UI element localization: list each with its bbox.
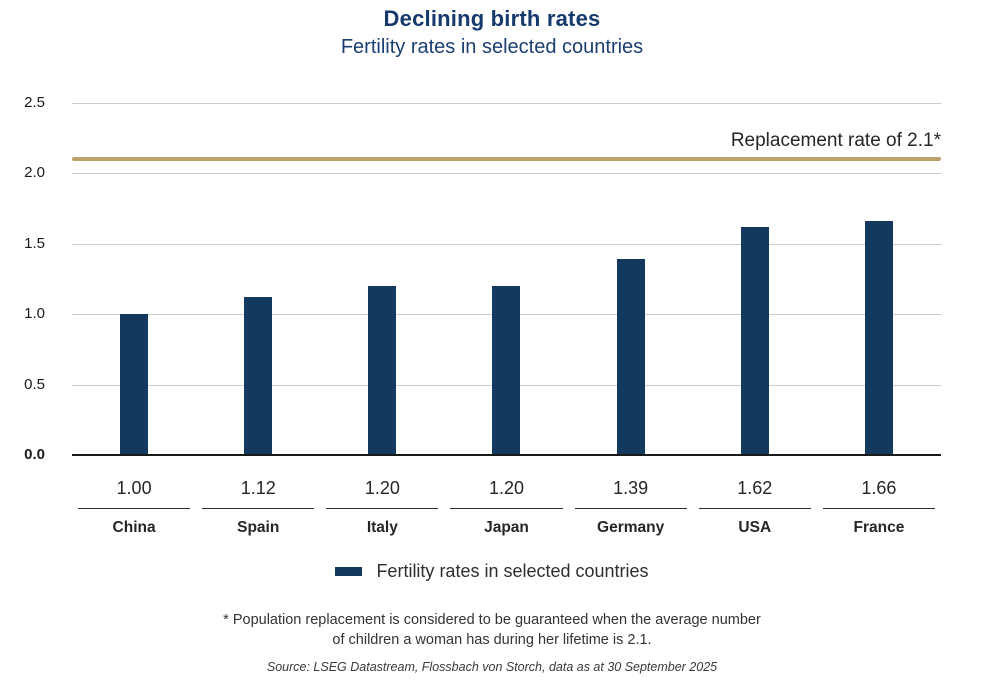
y-axis-tick-0.0: 0.0 (24, 446, 45, 463)
bar-column-japan (444, 103, 568, 455)
value-underline (450, 508, 563, 509)
gridline-2.5 (72, 103, 941, 104)
value-underline (698, 508, 811, 509)
data-cell-italy: 1.20 Italy (320, 468, 444, 537)
chart-subtitle: Fertility rates in selected countries (340, 36, 644, 58)
value-label: 1.66 (861, 478, 897, 498)
data-cell-china: 1.00 China (72, 468, 196, 537)
category-label: Italy (366, 519, 398, 536)
gridline-1.5 (72, 243, 941, 245)
value-underline (574, 508, 687, 509)
value-label: 1.39 (613, 478, 649, 498)
bar-column-china (72, 103, 196, 455)
bar-italy (368, 286, 397, 455)
data-cell-japan: 1.20 Japan (444, 468, 568, 537)
legend: Fertility rates in selected countries (0, 558, 984, 584)
y-axis-tick-2.5: 2.5 (24, 94, 45, 111)
bar-china (120, 314, 149, 455)
x-axis-line (72, 454, 941, 456)
bar-column-spain (196, 103, 320, 455)
bars-layer (72, 103, 941, 455)
chart-plot-area: Replacement rate of 2.1* (72, 103, 941, 456)
gridline-2.0 (72, 173, 941, 175)
chart-title: Declining birth rates (383, 6, 601, 31)
data-cell-spain: 1.12 Spain (196, 468, 320, 537)
data-cell-germany: 1.39 Germany (569, 468, 693, 537)
category-label: USA (738, 519, 772, 536)
value-underline (822, 508, 935, 509)
data-table: 1.00 China 1.12 Spain 1.20 Italy 1.20 Japan 1.39… (72, 468, 941, 537)
y-axis-tick-1.0: 1.0 (24, 305, 45, 323)
y-axis-tick-1.5: 1.5 (24, 234, 45, 252)
bar-column-france (817, 103, 941, 455)
footnote: * Population replacement is considered t… (0, 610, 984, 650)
bar-france (864, 221, 893, 455)
bar-spain (244, 297, 273, 455)
category-label: Japan (484, 519, 529, 536)
bar-column-usa (693, 103, 817, 455)
footnote-line-1: * Population replacement is considered t… (223, 612, 761, 628)
value-label: 1.20 (364, 478, 400, 498)
data-cell-france: 1.66 France (817, 468, 941, 537)
value-label: 1.62 (737, 478, 773, 498)
value-underline (78, 508, 191, 509)
value-label: 1.12 (240, 478, 276, 498)
value-label: 1.20 (488, 478, 525, 498)
y-axis-tick-2.0: 2.0 (24, 164, 45, 182)
value-underline (202, 508, 315, 509)
value-underline (326, 508, 439, 509)
value-label: 1.00 (116, 478, 152, 498)
category-label: Germany (597, 519, 665, 536)
replacement-rate-line (72, 157, 941, 162)
legend-swatch (335, 566, 363, 576)
bar-japan (492, 286, 521, 455)
category-label: Spain (237, 519, 280, 536)
replacement-rate-label: Replacement rate of 2.1* (730, 130, 941, 151)
category-label: France (853, 519, 905, 536)
bar-germany (616, 259, 645, 455)
bar-column-italy (320, 103, 444, 455)
category-label: China (112, 519, 156, 536)
footnote-line-2: of children a woman has during her lifet… (332, 632, 652, 648)
source-note: Source: LSEG Datastream, Flossbach von S… (266, 660, 718, 674)
bar-column-germany (569, 103, 693, 455)
bar-usa (740, 226, 769, 455)
legend-label: Fertility rates in selected countries (376, 560, 649, 581)
data-cell-usa: 1.62 USA (693, 468, 817, 537)
y-axis-tick-0.5: 0.5 (24, 375, 45, 393)
